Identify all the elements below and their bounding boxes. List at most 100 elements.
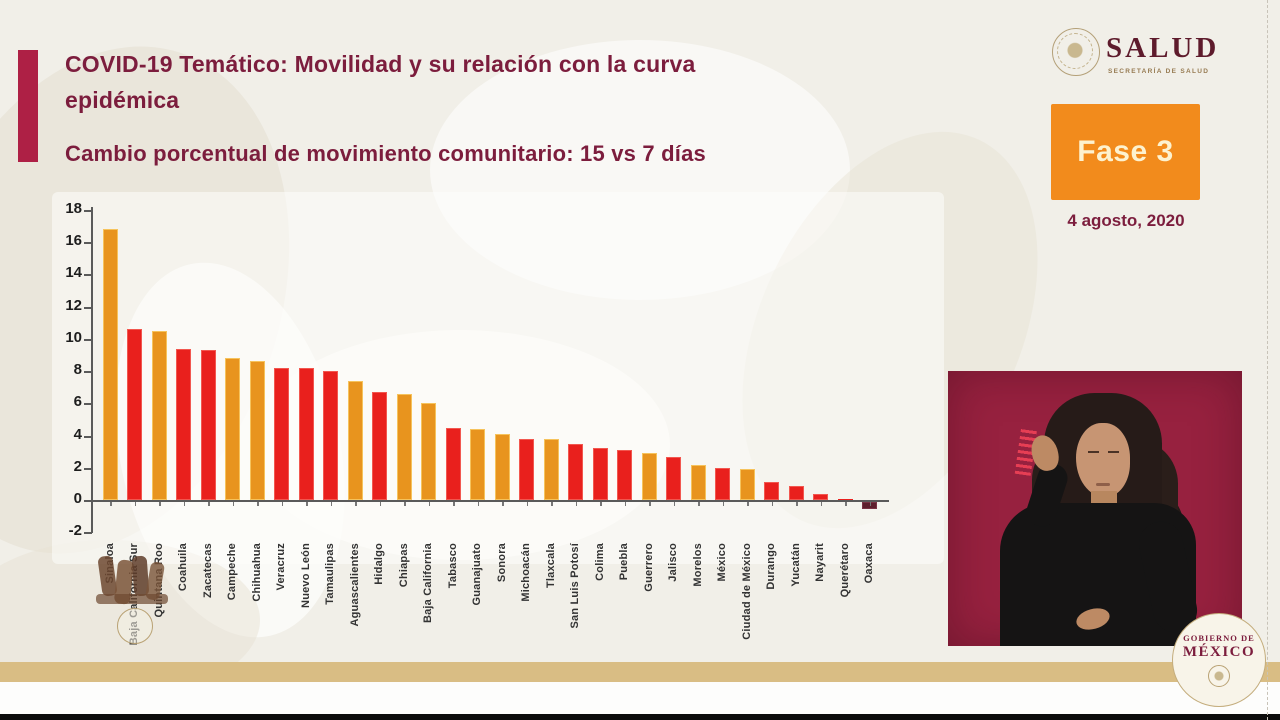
x-label-sonora: Sonora [495,543,508,583]
x-label-tlaxcala: Tlaxcala [544,543,557,589]
bar-queretaro [837,499,853,500]
y-tick-label: 16 [65,232,82,250]
salud-wordmark: SALUD [1106,32,1220,64]
salud-seal-eagle-icon [1057,33,1093,69]
bar-baja-california [421,403,436,500]
gobierno-seal-text-line1: GOBIERNO DE [1183,633,1255,643]
x-tick-mark [600,502,602,506]
page-title: COVID-19 Temático: Movilidad y su relaci… [65,46,965,118]
bar-michoacan [519,438,534,500]
x-label-coahuila: Coahuila [177,543,189,592]
x-tick-mark [134,502,136,506]
x-label-queretaro: Querétaro [838,543,851,598]
interpreter-eyebrow [1108,451,1119,453]
salud-tagline: SECRETARÍA DE SALUD [1108,68,1210,75]
x-label-veracruz: Veracruz [275,543,287,591]
sign-language-interpreter-video [948,371,1242,646]
bar-ciudad-de-mexico [739,469,755,500]
bar-baja-california-sur [127,329,142,500]
y-tick-mark [84,435,92,438]
bar-puebla [617,450,632,500]
x-label-guanajuato: Guanajuato [471,543,483,606]
x-tick-mark [820,502,822,506]
bar-guerrero [641,453,657,500]
x-label-michoacan: Michoacán [520,543,532,602]
y-tick-mark [84,467,92,470]
x-label-ciudad-de-mexico: Ciudad de México [740,543,753,640]
x-tick-mark [404,502,406,506]
x-label-zacatecas: Zacatecas [201,543,214,599]
x-tick-mark [379,502,381,506]
x-tick-mark [845,502,847,506]
x-tick-mark [722,502,724,506]
x-tick-mark [306,502,308,506]
x-label-sinaloa: Sinaloa [103,543,116,584]
y-tick-mark [84,338,92,341]
x-label-jalisco: Jalisco [667,543,679,582]
x-tick-mark [183,502,185,506]
x-tick-mark [698,502,700,506]
y-tick-label: 8 [73,361,82,379]
chart-title: Cambio porcentual de movimiento comunita… [65,141,706,166]
bar-tamaulipas [323,371,338,500]
bar-san-luis-potosi [568,443,583,500]
x-tick-mark [330,502,332,506]
right-edge-dashed-line [1267,0,1268,720]
bar-mexico [715,467,730,500]
bottom-white-strip [0,682,1280,714]
y-tick-label: -2 [68,522,82,540]
x-label-baja-california-sur: Baja California Sur [128,543,140,646]
bar-jalisco [666,456,681,500]
y-tick-mark [84,403,92,406]
y-tick-label: 6 [73,393,82,411]
x-tick-mark [477,502,479,506]
x-label-morelos: Morelos [691,543,704,587]
bottom-gold-band [0,662,1280,682]
x-tick-mark [747,502,749,506]
x-label-durango: Durango [765,543,777,590]
y-tick-label: 12 [65,296,82,314]
x-label-yucatan: Yucatán [789,543,802,587]
y-tick-label: 4 [73,425,82,443]
x-axis-line [92,500,889,502]
x-tick-mark [624,502,626,506]
x-label-chiapas: Chiapas [397,543,410,588]
x-tick-mark [526,502,528,506]
x-tick-mark [281,502,283,506]
x-label-guerrero: Guerrero [642,543,655,592]
phase-badge-label: Fase 3 [1077,135,1174,168]
y-tick-mark [84,306,92,309]
x-tick-mark [110,502,112,506]
y-tick-mark [84,242,92,245]
x-label-oaxaca: Oaxaca [863,543,875,584]
x-label-tamaulipas: Tamaulipas [324,543,336,605]
x-tick-mark [673,502,675,506]
page-title-line2: epidémica [65,87,180,113]
x-label-tabasco: Tabasco [446,543,459,589]
x-label-aguascalientes: Aguascalientes [348,543,361,627]
x-tick-mark [208,502,210,506]
y-tick-mark [84,371,92,374]
x-label-nuevo-leon: Nuevo León [299,543,312,608]
bar-veracruz [274,367,289,500]
x-label-puebla: Puebla [618,543,630,581]
x-tick-mark [796,502,798,506]
y-tick-label: 18 [65,200,82,218]
date-label: 4 agosto, 2020 [1067,211,1185,230]
x-label-san-luis-potosi: San Luis Potosí [569,543,581,629]
bar-quintana-roo [151,330,167,500]
x-tick-mark [649,502,651,506]
y-tick-label: 10 [65,328,82,346]
y-tick-label: 0 [73,490,82,507]
y-tick-mark [84,500,92,502]
x-tick-mark [551,502,553,506]
bar-chihuahua [249,361,265,500]
x-tick-mark [502,502,504,506]
y-tick-mark [84,532,92,535]
y-axis-line [91,207,93,533]
x-tick-mark [428,502,430,506]
x-label-baja-california: Baja California [422,543,434,624]
bar-nuevo-leon [298,367,314,500]
bar-durango [764,482,779,500]
x-label-nayarit: Nayarit [814,543,826,582]
